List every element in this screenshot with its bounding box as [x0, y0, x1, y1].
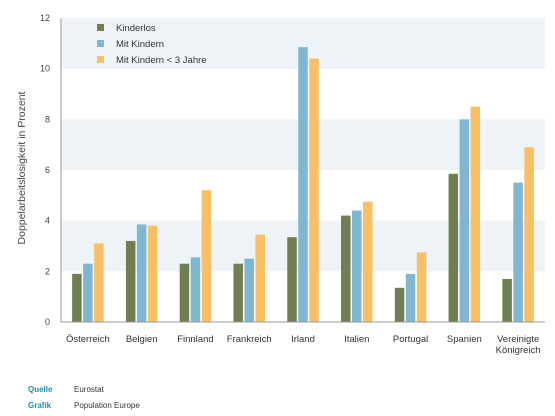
- bar: [416, 252, 427, 322]
- legend-swatch: [97, 40, 104, 47]
- bar: [470, 106, 481, 323]
- x-tick-labels: Österreich Belgien Finnland Frankreich Irlan…: [66, 334, 541, 356]
- bar: [513, 182, 523, 322]
- footer-graphic: Grafik Population Europe: [28, 401, 140, 410]
- x-tick-label-line: Königreich: [496, 345, 541, 356]
- x-tick-label: Finnland: [177, 334, 213, 345]
- bar: [147, 225, 158, 322]
- bar: [94, 243, 104, 322]
- bar: [502, 278, 512, 322]
- bar-chart: 0 2 4 6 8 10 12 Österreich Belgien Finnland Frank…: [16, 13, 545, 356]
- bar: [459, 119, 470, 322]
- bar: [341, 215, 351, 322]
- x-tick-label: Österreich: [66, 334, 110, 345]
- bar: [524, 147, 534, 322]
- legend-label: Mit Kindern: [116, 39, 164, 50]
- y-tick-label: 4: [45, 216, 50, 226]
- y-tick-label: 12: [40, 13, 50, 23]
- x-tick-label: Belgien: [126, 334, 158, 345]
- bar: [125, 240, 136, 322]
- y-tick-label: 0: [45, 317, 50, 327]
- legend-swatch: [97, 24, 104, 31]
- x-tick-label-line: Finnland: [177, 334, 213, 345]
- legend-label: Kinderlos: [116, 23, 156, 34]
- bar: [136, 224, 147, 322]
- y-tick-labels: 0 2 4 6 8 10 12: [40, 13, 50, 327]
- y-axis-label: Doppelarbeitslosigkeit in Prozent: [16, 91, 28, 244]
- x-tick-label-line: Vereinigte: [497, 334, 539, 345]
- x-tick-label: Frankreich: [227, 334, 272, 345]
- source-label: Quelle: [28, 385, 53, 394]
- bar: [72, 273, 82, 322]
- x-tick-label-line: Irland: [291, 334, 315, 345]
- bar: [179, 263, 190, 322]
- bar: [233, 263, 243, 322]
- bar: [363, 201, 373, 322]
- bars: [72, 47, 534, 323]
- bar: [201, 190, 212, 322]
- bar: [287, 237, 297, 322]
- graphic-value: Population Europe: [74, 401, 140, 410]
- bar: [255, 234, 265, 322]
- x-tick-label: Irland: [291, 334, 315, 345]
- legend-label: Mit Kindern < 3 Jahre: [116, 55, 207, 66]
- x-tick-label-line: Österreich: [66, 334, 110, 345]
- bar: [83, 263, 93, 322]
- x-tick-label-line: Italien: [344, 334, 369, 345]
- y-tick-label: 10: [40, 64, 50, 74]
- legend: Kinderlos Mit Kindern Mit Kindern < 3 Jahr…: [97, 23, 207, 66]
- graphic-label: Grafik: [28, 401, 52, 410]
- x-tick-label: Italien: [344, 334, 369, 345]
- y-tick-label: 8: [45, 114, 50, 124]
- bar: [352, 210, 362, 322]
- x-tick-label: Portugal: [393, 334, 428, 345]
- footer-source: Quelle Eurostat: [28, 385, 104, 394]
- x-tick-label: Vereinigte Königreich: [496, 334, 541, 356]
- bar: [190, 257, 201, 322]
- x-tick-label: Spanien: [447, 334, 482, 345]
- bar: [448, 173, 459, 322]
- x-tick-label-line: Belgien: [126, 334, 158, 345]
- legend-swatch: [97, 56, 104, 63]
- x-tick-label-line: Portugal: [393, 334, 428, 345]
- source-value: Eurostat: [74, 385, 104, 394]
- bar: [244, 258, 254, 322]
- bar: [394, 287, 405, 322]
- x-tick-label-line: Spanien: [447, 334, 482, 345]
- bar: [405, 273, 416, 322]
- bar: [298, 47, 308, 323]
- y-tick-label: 2: [45, 266, 50, 276]
- bar: [309, 58, 319, 323]
- x-tick-label-line: Frankreich: [227, 334, 272, 345]
- y-tick-label: 6: [45, 165, 50, 175]
